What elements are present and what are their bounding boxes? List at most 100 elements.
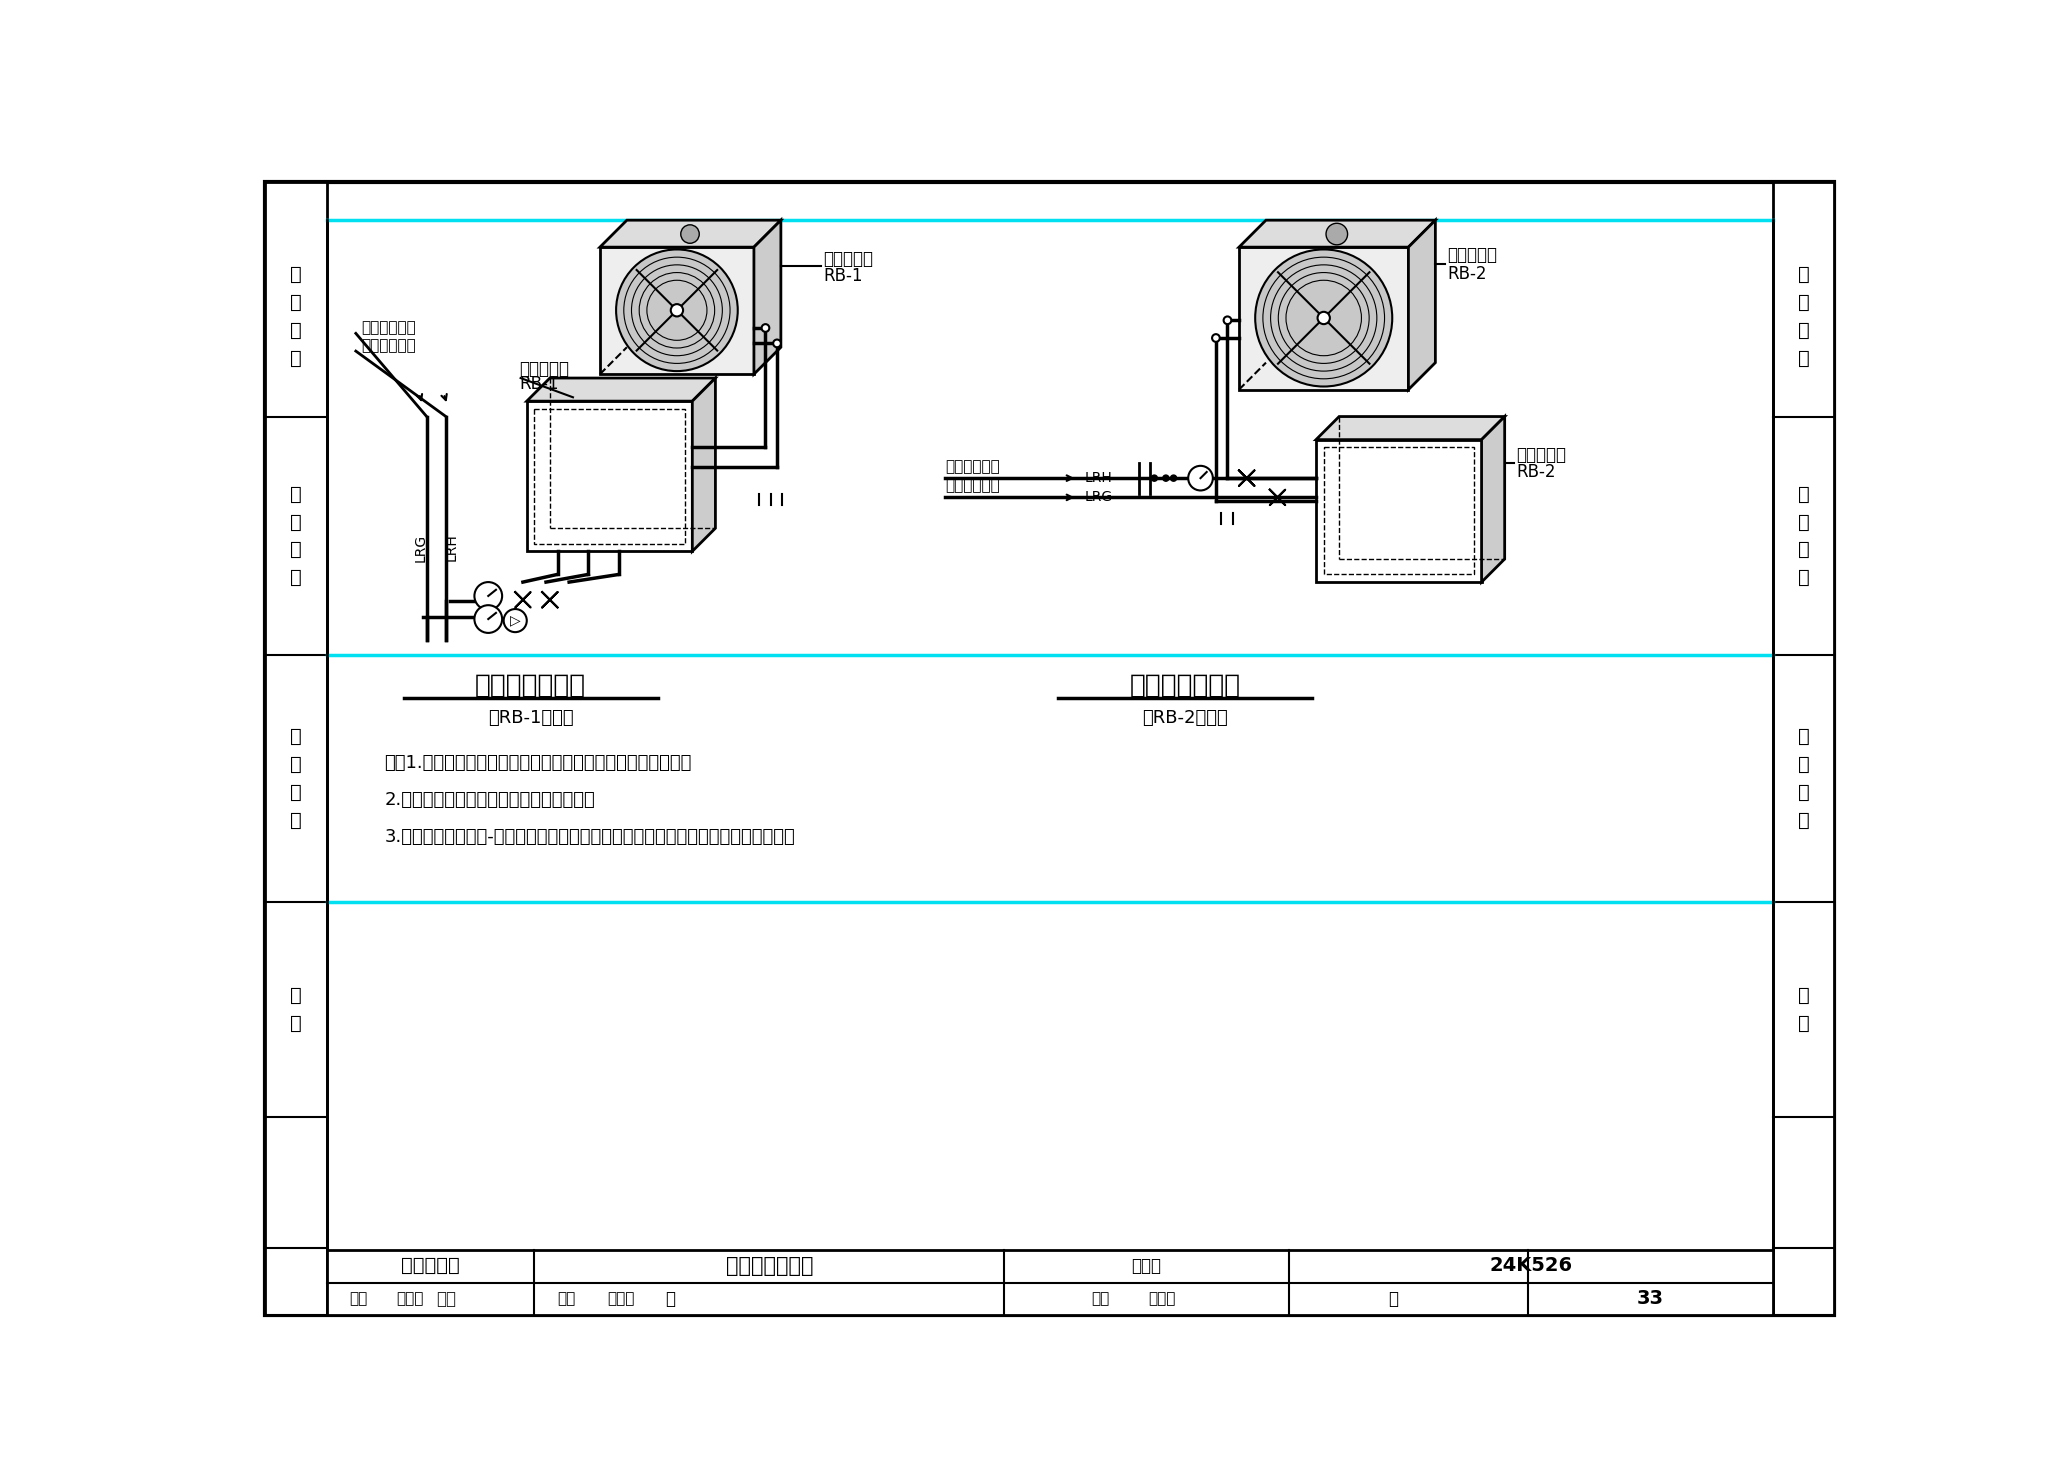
Bar <box>326 1249 1774 1315</box>
Circle shape <box>504 609 526 633</box>
Text: 设: 设 <box>1798 320 1808 339</box>
Circle shape <box>475 582 502 609</box>
Circle shape <box>475 605 502 633</box>
Circle shape <box>1325 224 1348 245</box>
Text: 系: 系 <box>291 265 301 285</box>
Text: 2.两台空气源热泵室外机均安装在外墙上。: 2.两台空气源热泵室外机均安装在外墙上。 <box>385 791 596 809</box>
Circle shape <box>1317 311 1329 325</box>
Text: 实: 实 <box>291 782 301 802</box>
Bar <box>600 247 754 373</box>
Text: 工: 工 <box>1798 728 1808 747</box>
Text: 设: 设 <box>291 320 301 339</box>
Text: 统: 统 <box>291 293 301 313</box>
Text: 图集号: 图集号 <box>1133 1257 1161 1275</box>
Text: 装: 装 <box>291 568 301 587</box>
Circle shape <box>672 304 684 317</box>
Circle shape <box>1171 476 1178 482</box>
Circle shape <box>1151 476 1157 482</box>
Text: 工: 工 <box>291 728 301 747</box>
Text: 33: 33 <box>1636 1289 1663 1309</box>
Text: 程: 程 <box>291 756 301 774</box>
Polygon shape <box>1409 221 1436 390</box>
Polygon shape <box>1481 416 1505 582</box>
Polygon shape <box>692 378 715 551</box>
Circle shape <box>774 339 780 347</box>
Text: 热泵室内机: 热泵室内机 <box>1516 446 1567 464</box>
Text: 24K526: 24K526 <box>1489 1257 1573 1276</box>
Text: RB-1: RB-1 <box>823 267 862 286</box>
Text: 接末端回水管: 接末端回水管 <box>944 459 999 474</box>
Text: ▷: ▷ <box>510 614 520 627</box>
Text: LRG: LRG <box>414 534 428 562</box>
Text: 审核: 审核 <box>350 1291 369 1307</box>
Circle shape <box>1223 317 1231 325</box>
Text: 施: 施 <box>1798 485 1808 504</box>
Circle shape <box>1163 476 1169 482</box>
Text: RB-1: RB-1 <box>518 375 559 393</box>
Circle shape <box>762 325 770 332</box>
Bar <box>526 402 692 551</box>
Text: 校对: 校对 <box>557 1291 575 1307</box>
Text: 热泵机组接管图: 热泵机组接管图 <box>1130 673 1241 700</box>
Text: 热泵室外机: 热泵室外机 <box>823 249 872 268</box>
Text: 例: 例 <box>291 811 301 830</box>
Text: 浙: 浙 <box>666 1289 676 1309</box>
Text: 邓有源: 邓有源 <box>1149 1291 1176 1307</box>
Bar <box>535 409 684 544</box>
Bar <box>1239 247 1409 390</box>
Text: 热泵室外机: 热泵室外机 <box>1448 246 1497 264</box>
Circle shape <box>1188 465 1212 491</box>
Text: 热泵机组接管图: 热泵机组接管图 <box>725 1255 813 1276</box>
Text: 计: 计 <box>291 348 301 368</box>
Text: 录: 录 <box>1798 1014 1808 1033</box>
Text: 施: 施 <box>291 485 301 504</box>
Text: 接末端供水管: 接末端供水管 <box>944 479 999 494</box>
Text: 设计: 设计 <box>1092 1291 1110 1307</box>
Text: 热泵机组接管图: 热泵机组接管图 <box>475 673 586 700</box>
Text: 系: 系 <box>1798 265 1808 285</box>
Text: （RB-1系统）: （RB-1系统） <box>487 710 573 728</box>
Text: 吕东彦: 吕东彦 <box>608 1291 635 1307</box>
Polygon shape <box>1317 416 1505 440</box>
Circle shape <box>1255 249 1393 387</box>
Text: RB-2: RB-2 <box>1448 265 1487 283</box>
Text: 3.室内机内置制冷剂-水换热器、一级循环泵、膨胀罐、软连接、安全阀等附属设备。: 3.室内机内置制冷剂-水换热器、一级循环泵、膨胀罐、软连接、安全阀等附属设备。 <box>385 828 795 846</box>
Polygon shape <box>1239 221 1436 247</box>
Bar <box>264 655 326 901</box>
Text: （RB-2系统）: （RB-2系统） <box>1143 710 1229 728</box>
Bar <box>1323 448 1475 575</box>
Text: 统: 统 <box>1798 293 1808 313</box>
Text: 接末端供水管: 接末端供水管 <box>360 338 416 353</box>
Polygon shape <box>754 221 780 373</box>
Text: 程: 程 <box>1798 756 1808 774</box>
Text: 热泵室内机: 热泵室内机 <box>518 360 569 378</box>
Bar <box>1774 182 1835 1315</box>
Bar <box>1774 655 1835 901</box>
Text: LRG: LRG <box>1085 491 1114 504</box>
Circle shape <box>680 225 698 243</box>
Text: 注：1.本页为分体式空气源热泵机组室内机接管及配件示意图。: 注：1.本页为分体式空气源热泵机组室内机接管及配件示意图。 <box>385 754 692 772</box>
Text: 计: 计 <box>1798 348 1808 368</box>
Text: 工程实例二: 工程实例二 <box>401 1257 461 1276</box>
Text: 接末端回水管: 接末端回水管 <box>360 320 416 335</box>
Text: 实: 实 <box>1798 782 1808 802</box>
Polygon shape <box>600 221 780 247</box>
Text: 董大纲: 董大纲 <box>395 1291 424 1307</box>
Text: RB-2: RB-2 <box>1516 462 1556 482</box>
Text: 工: 工 <box>1798 513 1808 532</box>
Polygon shape <box>526 378 715 402</box>
Text: LRH: LRH <box>444 534 459 562</box>
Text: LRH: LRH <box>1085 471 1112 485</box>
Text: 页: 页 <box>1389 1289 1399 1309</box>
Text: 附: 附 <box>1798 986 1808 1005</box>
Text: 录: 录 <box>291 1014 301 1033</box>
Bar <box>1317 440 1481 582</box>
Circle shape <box>616 249 737 370</box>
Text: 长沙: 长沙 <box>436 1289 457 1309</box>
Text: 工: 工 <box>291 513 301 532</box>
Text: 安: 安 <box>1798 541 1808 559</box>
Text: 例: 例 <box>1798 811 1808 830</box>
Text: 附: 附 <box>291 986 301 1005</box>
Text: 装: 装 <box>1798 568 1808 587</box>
Circle shape <box>1212 333 1221 342</box>
